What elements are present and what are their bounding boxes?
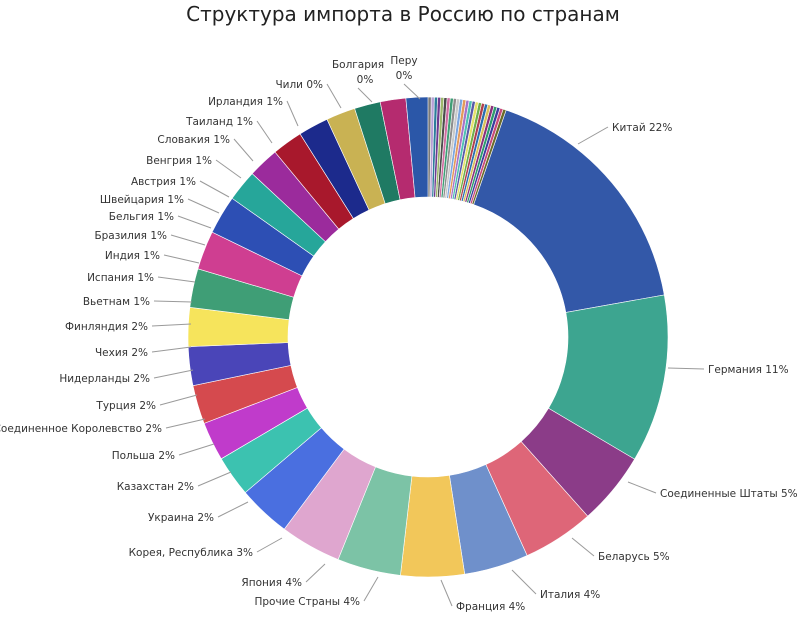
slice-label-24: Венгрия 1%	[146, 155, 212, 167]
leader-line-1	[667, 367, 705, 370]
leader-line-6	[363, 576, 379, 602]
slice-label-3: Беларусь 5%	[598, 551, 670, 563]
slice-label-13: Турция 2%	[95, 400, 156, 412]
leader-line-15	[151, 346, 192, 353]
leader-line-3	[571, 537, 595, 557]
leader-line-27	[286, 100, 299, 127]
leader-line-28	[326, 83, 342, 109]
slice-label-6: Прочие Страны 4%	[254, 596, 360, 608]
leader-line-10	[197, 471, 232, 487]
leader-line-0	[577, 126, 609, 145]
leader-line-21	[177, 215, 212, 229]
slice-label-18: Испания 1%	[87, 272, 154, 284]
leader-line-24	[215, 159, 242, 179]
leader-lines-group	[151, 83, 705, 607]
leader-line-22	[187, 198, 220, 214]
slice-label-15: Чехия 2%	[95, 347, 148, 359]
leader-line-29	[357, 87, 373, 103]
leader-line-8	[256, 537, 283, 553]
slice-label-8: Корея, Республика 3%	[129, 547, 253, 559]
slice-label-19: Индия 1%	[105, 250, 160, 262]
slice-tiny-24	[427, 96, 432, 198]
slice-label-9: Украина 2%	[148, 512, 214, 524]
slice-label-27: Ирландия 1%	[208, 96, 283, 108]
leader-line-9	[217, 501, 249, 518]
leader-line-20	[170, 234, 206, 246]
slice-label-5: Франция 4%	[456, 601, 525, 613]
leader-line-18	[157, 276, 196, 283]
slice-label-25: Словакия 1%	[157, 134, 230, 146]
slice-label-0: Китай 22%	[612, 122, 672, 134]
slice-label-23: Австрия 1%	[131, 176, 196, 188]
slice-label-10: Казахстан 2%	[117, 481, 194, 493]
slice-label-29: Болгария	[332, 59, 384, 71]
slice-label-28: Чили 0%	[275, 79, 323, 91]
labels-group: Китай 22% Германия 11% Соединенные Штаты 5…	[0, 55, 798, 613]
slice-label-21: Бельгия 1%	[109, 211, 174, 223]
leader-line-26	[256, 120, 273, 144]
leader-line-11	[178, 443, 215, 456]
slice-label-14: Нидерланды 2%	[59, 373, 150, 385]
leader-line-13	[159, 394, 198, 406]
slice-label-12: Соединенное Королевство 2%	[0, 423, 162, 435]
leader-line-25	[233, 138, 254, 162]
slice-label-20: Бразилия 1%	[94, 230, 167, 242]
leader-line-12	[165, 418, 206, 429]
slice-label-17: Вьетнам 1%	[83, 296, 150, 308]
slice-value-29: 0%	[357, 74, 374, 86]
leader-line-2	[627, 481, 657, 494]
slice-value-30: 0%	[396, 70, 413, 82]
slice-label-30: Перу	[390, 55, 417, 67]
slice-label-1: Германия 11%	[708, 364, 789, 376]
chart-title: Структура импорта в Россию по странам	[186, 2, 620, 26]
slice-label-16: Финляндия 2%	[65, 321, 148, 333]
leader-line-30	[403, 83, 421, 100]
slice-label-7: Япония 4%	[241, 577, 302, 589]
leader-line-19	[163, 254, 200, 264]
slices-group	[187, 96, 669, 578]
slice-label-22: Швейцария 1%	[100, 194, 184, 206]
leader-line-14	[153, 369, 194, 379]
leader-line-7	[305, 563, 326, 583]
slice-label-4: Италия 4%	[540, 589, 600, 601]
leader-line-17	[153, 300, 193, 303]
leader-line-23	[199, 180, 230, 198]
leader-line-4	[511, 569, 537, 595]
leader-line-5	[440, 579, 453, 607]
slice-label-11: Польша 2%	[112, 450, 175, 462]
leader-line-16	[151, 323, 192, 327]
slice-label-26: Таиланд 1%	[185, 116, 253, 128]
slice-label-2: Соединенные Штаты 5%	[660, 488, 798, 500]
